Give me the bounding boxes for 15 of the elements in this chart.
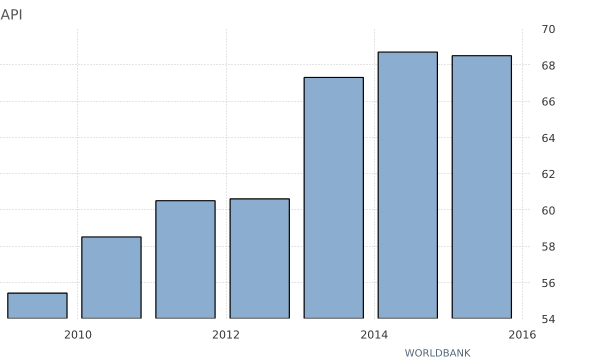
- x-tick-label: 2010: [64, 328, 92, 342]
- x-tick-label: 2016: [508, 328, 536, 342]
- y-tick-label: 54: [542, 313, 556, 326]
- chart-title: API: [0, 8, 23, 24]
- y-tick-label: 68: [542, 59, 556, 72]
- y-tick-label: 62: [542, 168, 556, 181]
- y-tick-label: 60: [542, 204, 556, 218]
- y-tick-label: 70: [542, 23, 556, 36]
- x-tick-label: 2014: [360, 328, 388, 342]
- y-tick-label: 66: [542, 96, 556, 108]
- y-tick-label: 64: [542, 132, 556, 145]
- y-tick-label: 56: [542, 276, 556, 290]
- text: WORLDBANK: [404, 348, 471, 360]
- x-tick-label: 2012: [212, 328, 240, 342]
- y-tick-label: 58: [542, 240, 556, 254]
